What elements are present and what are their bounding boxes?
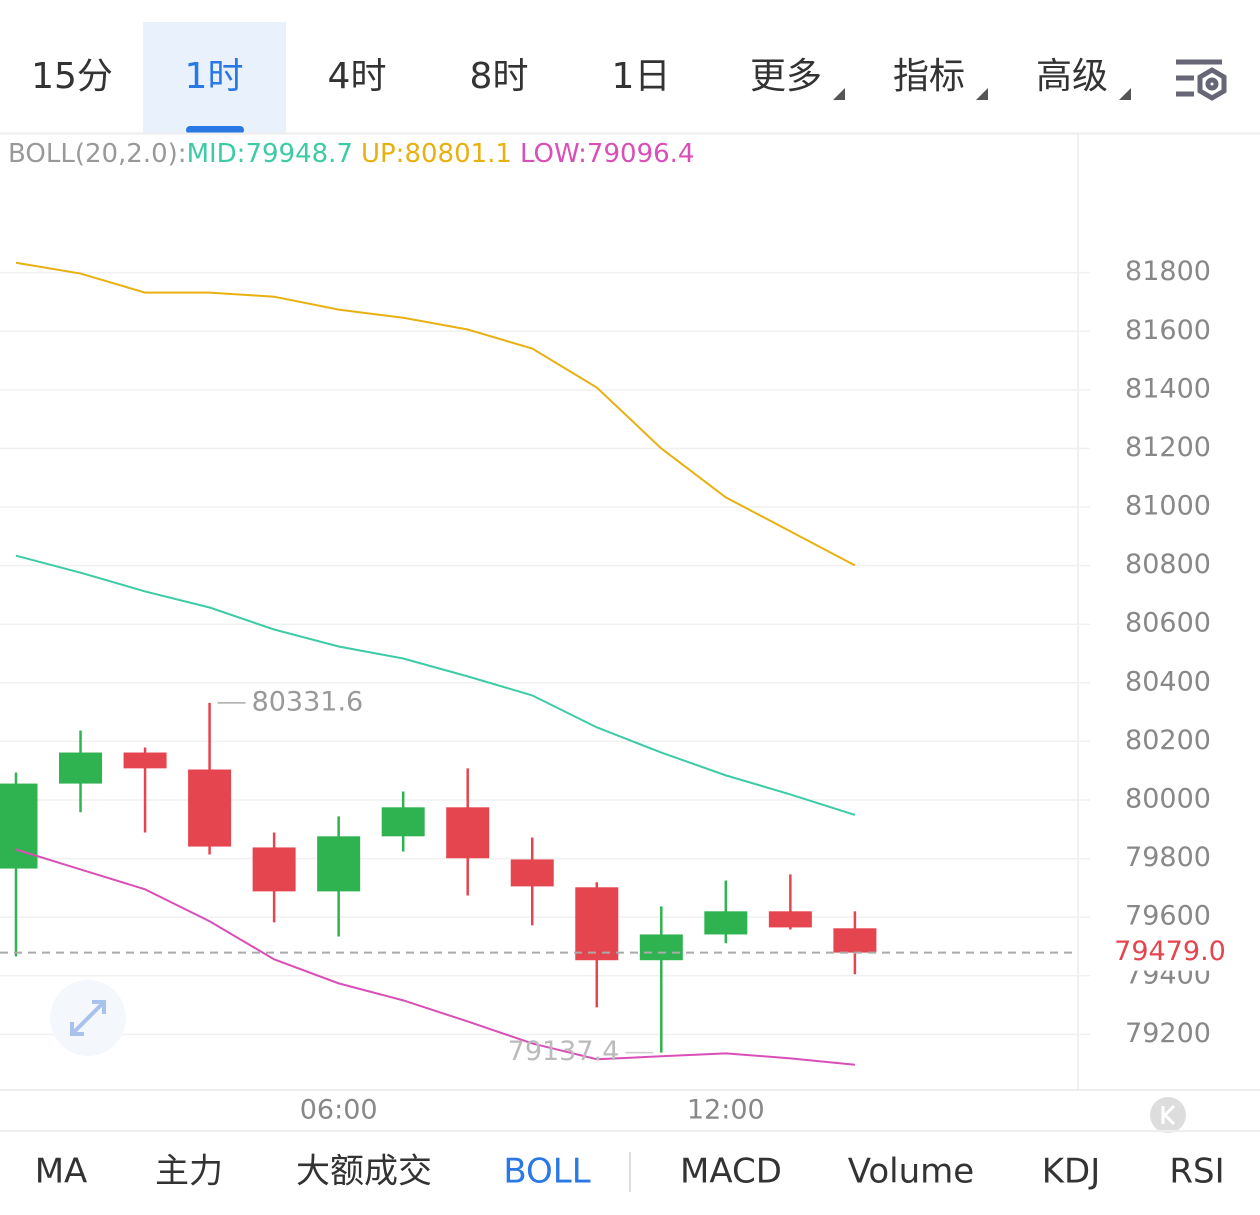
dropdown-arrows — [833, 88, 1131, 100]
tab[interactable]: 指标 — [893, 56, 965, 97]
x-tick-label: 06:00 — [300, 1095, 378, 1126]
y-tick-label: 80600 — [1125, 608, 1211, 639]
boll-line — [15, 848, 855, 1066]
x-tick-label: 12:00 — [687, 1095, 765, 1126]
candle-body — [833, 928, 877, 953]
candle-body — [123, 752, 167, 769]
expand-icon — [70, 1000, 106, 1036]
y-tick-label: 80400 — [1125, 666, 1211, 697]
candle-body — [188, 769, 232, 847]
y-tick-label: 79600 — [1125, 901, 1211, 932]
indicator-tab[interactable]: RSI — [1169, 1152, 1224, 1192]
y-tick-label: 79200 — [1125, 1018, 1211, 1049]
indicator-tab[interactable]: MA — [35, 1152, 88, 1192]
y-tick-label: 81800 — [1125, 256, 1211, 287]
active-tab-indicator — [186, 126, 244, 134]
y-tick-label: 79800 — [1125, 842, 1211, 873]
indicator-tab[interactable]: BOLL — [503, 1152, 590, 1192]
indicator-tab[interactable]: 大额成交 — [296, 1152, 432, 1192]
candle-body — [639, 934, 683, 961]
candle-body — [317, 836, 361, 892]
candle-body — [704, 911, 748, 935]
legend-item: LOW:79096.4 — [520, 139, 694, 169]
candle-body — [446, 807, 490, 859]
y-tick-label: 81600 — [1125, 315, 1211, 346]
y-tick-label: 80800 — [1125, 549, 1211, 580]
last-price-bg — [1100, 934, 1240, 971]
candle-body — [510, 859, 554, 887]
legend-item: BOLL(20,2.0): — [8, 139, 187, 169]
scroll-latest-button[interactable] — [1150, 1097, 1186, 1133]
indicator-legend: BOLL(20,2.0):MID:79948.7 UP:80801.1 LOW:79… — [8, 139, 694, 169]
tab[interactable]: 1日 — [612, 56, 671, 97]
candle-body — [575, 887, 619, 961]
low-annotation: 79137.4 — [508, 1036, 620, 1067]
indicator-tab[interactable]: MACD — [680, 1152, 782, 1192]
candle-body — [0, 783, 38, 869]
tab[interactable]: 4时 — [328, 56, 387, 97]
legend-item: MID:79948.7 — [187, 139, 353, 169]
plot: 7920079400796007980080000802008040080600… — [0, 256, 1240, 1126]
indicator-tab[interactable]: 主力 — [155, 1152, 223, 1192]
tab[interactable]: 更多 — [750, 56, 822, 97]
tab[interactable]: 8时 — [470, 56, 529, 97]
candle-body — [768, 911, 812, 928]
boll-line — [15, 261, 856, 567]
y-tick-label: 80000 — [1125, 783, 1211, 814]
y-tick-label: 81400 — [1125, 373, 1211, 404]
high-annotation: 80331.6 — [252, 686, 364, 717]
y-tick-label: 80200 — [1125, 725, 1211, 756]
tab[interactable]: 1时 — [185, 56, 244, 97]
y-tick-label: 81000 — [1125, 491, 1211, 522]
candle-body — [252, 847, 296, 892]
boll-line — [15, 554, 856, 816]
indicator-tab[interactable]: Volume — [848, 1152, 974, 1192]
active-tab-bg — [143, 22, 286, 133]
last-price-label: 79479.0 — [1114, 936, 1226, 967]
scroll-icon — [1161, 1104, 1176, 1126]
candle-body — [59, 752, 103, 784]
tab[interactable]: 15分 — [31, 56, 113, 97]
indicator-tab[interactable]: KDJ — [1042, 1152, 1101, 1192]
y-tick-label: 81200 — [1125, 432, 1211, 463]
candle-body — [381, 807, 425, 837]
legend-item: UP:80801.1 — [361, 139, 512, 169]
settings-icon[interactable] — [1176, 59, 1227, 101]
tab[interactable]: 高级 — [1036, 56, 1108, 97]
